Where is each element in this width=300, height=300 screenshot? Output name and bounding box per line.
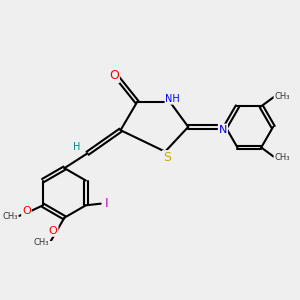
- Text: O: O: [49, 226, 58, 236]
- Text: H: H: [73, 142, 81, 152]
- Text: CH₃: CH₃: [274, 92, 290, 100]
- Text: O: O: [109, 69, 119, 82]
- Text: CH₃: CH₃: [274, 153, 290, 162]
- Text: CH₃: CH₃: [2, 212, 18, 221]
- Text: N: N: [219, 124, 227, 134]
- Text: CH₃: CH₃: [34, 238, 49, 247]
- Text: I: I: [105, 196, 109, 209]
- Text: O: O: [22, 206, 31, 216]
- Text: NH: NH: [165, 94, 180, 104]
- Text: S: S: [163, 151, 171, 164]
